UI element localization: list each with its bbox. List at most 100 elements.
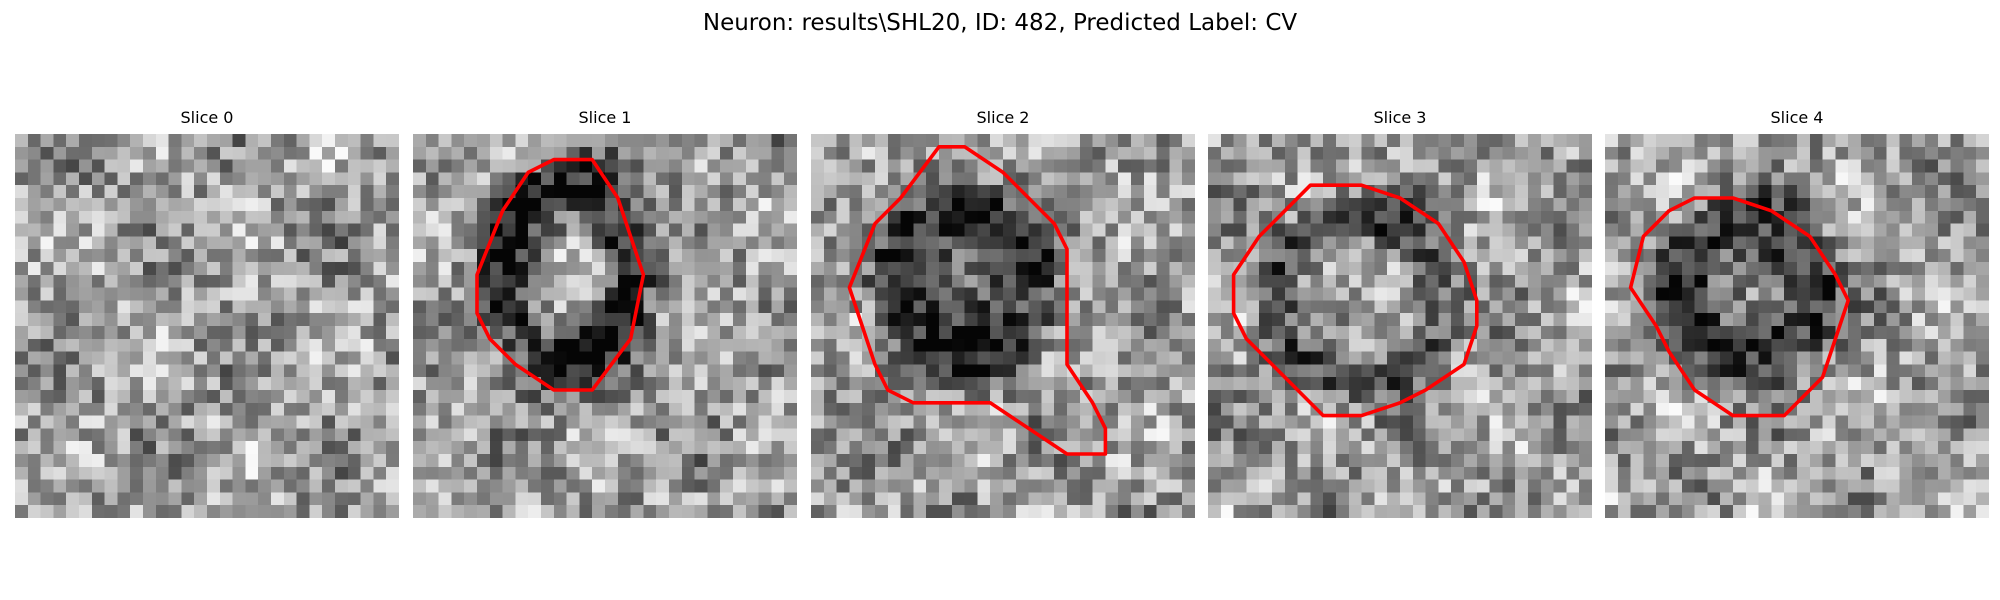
slice-pixel bbox=[1707, 454, 1721, 468]
slice-pixel bbox=[1143, 210, 1157, 224]
slice-pixel bbox=[592, 441, 606, 455]
slice-pixel bbox=[168, 172, 182, 186]
slice-pixel bbox=[1502, 223, 1516, 237]
slice-pixel bbox=[168, 274, 182, 288]
slice-pixel bbox=[66, 492, 80, 506]
slice-pixel bbox=[271, 338, 285, 352]
slice-pixel bbox=[373, 377, 387, 391]
slice-pixel bbox=[1259, 326, 1273, 340]
slice-pixel bbox=[1246, 313, 1260, 327]
slice-pixel bbox=[669, 454, 683, 468]
slice-pixel bbox=[811, 146, 825, 160]
slice-pixel bbox=[1873, 351, 1887, 365]
slice-pixel bbox=[1054, 134, 1068, 148]
slice-pixel bbox=[1937, 466, 1951, 480]
slice-pixel bbox=[335, 454, 349, 468]
slice-pixel bbox=[1015, 338, 1029, 352]
slice-pixel bbox=[451, 146, 465, 160]
slice-pixel bbox=[1809, 364, 1823, 378]
slice-pixel bbox=[1374, 300, 1388, 314]
slice-pixel bbox=[386, 428, 399, 442]
slice-pixel bbox=[1707, 364, 1721, 378]
slice-pixel bbox=[720, 492, 734, 506]
slice-pixel bbox=[1963, 377, 1977, 391]
slice-pixel bbox=[335, 505, 349, 518]
slice-pixel bbox=[1246, 210, 1260, 224]
slice-pixel bbox=[1579, 159, 1592, 173]
slice-pixel bbox=[130, 402, 144, 416]
slice-pixel bbox=[990, 300, 1004, 314]
slice-pixel bbox=[1835, 479, 1849, 493]
slice-pixel bbox=[79, 172, 93, 186]
slice-pixel bbox=[1438, 390, 1452, 404]
slice-pixel bbox=[1707, 210, 1721, 224]
slice-pixel bbox=[771, 134, 785, 148]
slice-pixel bbox=[53, 172, 67, 186]
slice-pixel bbox=[489, 364, 503, 378]
slice-pixel bbox=[771, 223, 785, 237]
slice-pixel bbox=[1873, 377, 1887, 391]
slice-pixel bbox=[283, 198, 297, 212]
slice-pixel bbox=[1169, 415, 1183, 429]
slice-pixel bbox=[1054, 505, 1068, 518]
slice-pixel bbox=[707, 146, 721, 160]
slice-pixel bbox=[1630, 223, 1644, 237]
slice-pixel bbox=[1912, 441, 1926, 455]
slice-pixel bbox=[373, 364, 387, 378]
slice-pixel bbox=[694, 441, 708, 455]
slice-pixel bbox=[1079, 415, 1093, 429]
slice-pixel bbox=[283, 223, 297, 237]
slice-pixel bbox=[926, 351, 940, 365]
slice-pixel bbox=[1464, 364, 1478, 378]
slice-pixel bbox=[1041, 351, 1055, 365]
slice-pixel bbox=[528, 326, 542, 340]
slice-pixel bbox=[1348, 428, 1362, 442]
slice-pixel bbox=[194, 326, 208, 340]
slice-pixel bbox=[1387, 300, 1401, 314]
slice-pixel bbox=[1208, 210, 1222, 224]
slice-pixel bbox=[15, 172, 29, 186]
slice-pixel bbox=[40, 146, 54, 160]
slice-pixel bbox=[1630, 492, 1644, 506]
slice-pixel bbox=[91, 198, 105, 212]
slice-pixel bbox=[53, 274, 67, 288]
slice-pixel bbox=[168, 428, 182, 442]
slice-pixel bbox=[322, 479, 336, 493]
slice-pixel bbox=[811, 210, 825, 224]
slice-pixel bbox=[464, 415, 478, 429]
slice-pixel bbox=[681, 390, 695, 404]
slice-pixel bbox=[15, 402, 29, 416]
slice-pixel bbox=[515, 492, 529, 506]
slice-pixel bbox=[1310, 210, 1324, 224]
slice-pixel bbox=[1003, 479, 1017, 493]
slice-pixel bbox=[669, 415, 683, 429]
slice-pixel bbox=[1886, 479, 1900, 493]
slice-pixel bbox=[1745, 287, 1759, 301]
slice-pixel bbox=[1540, 466, 1554, 480]
slice-pixel bbox=[939, 428, 953, 442]
slice-pixel bbox=[413, 249, 427, 263]
slice-pixel bbox=[990, 172, 1004, 186]
slice-pixel bbox=[964, 134, 978, 148]
slice-pixel bbox=[1156, 146, 1170, 160]
slice-pixel bbox=[707, 313, 721, 327]
slice-pixel bbox=[1233, 364, 1247, 378]
slice-pixel bbox=[271, 198, 285, 212]
slice-pixel bbox=[1323, 364, 1337, 378]
slice-pixel bbox=[951, 390, 965, 404]
slice-pixel bbox=[528, 402, 542, 416]
slice-pixel bbox=[1015, 364, 1029, 378]
slice-pixel bbox=[694, 313, 708, 327]
slice-pixel bbox=[1899, 505, 1913, 518]
slice-pixel bbox=[566, 236, 580, 250]
slice-pixel bbox=[1976, 236, 1989, 250]
slice-pixel bbox=[40, 198, 54, 212]
slice-pixel bbox=[1182, 390, 1195, 404]
slice-pixel bbox=[1809, 159, 1823, 173]
slice-pixel bbox=[1233, 479, 1247, 493]
slice-pixel bbox=[1861, 390, 1875, 404]
slice-pixel bbox=[1925, 198, 1939, 212]
slice-pixel bbox=[1681, 223, 1695, 237]
slice-pixel bbox=[579, 338, 593, 352]
slice-pixel bbox=[1003, 313, 1017, 327]
